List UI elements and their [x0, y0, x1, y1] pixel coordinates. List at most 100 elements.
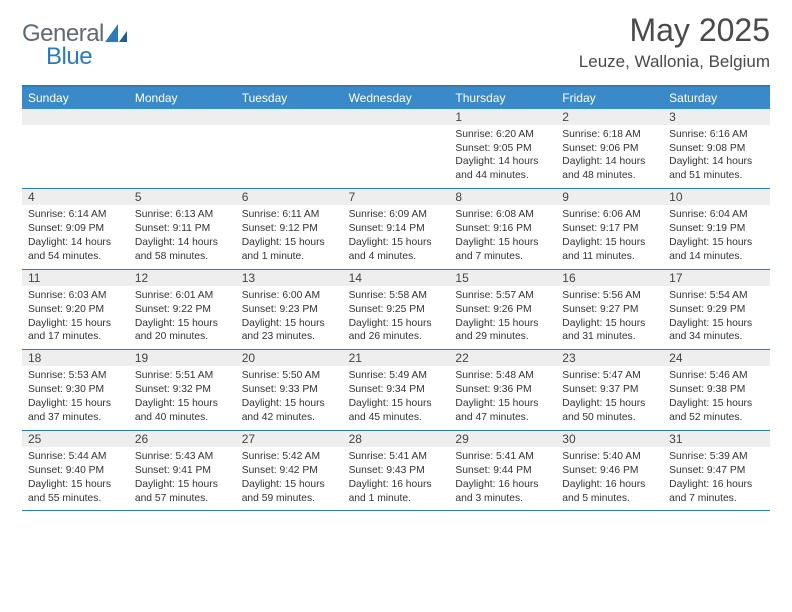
day-cell: Sunrise: 6:01 AMSunset: 9:22 PMDaylight:…: [129, 286, 236, 350]
sunrise-text: Sunrise: 5:51 AM: [135, 369, 230, 383]
week-daynum-row: 18192021222324: [22, 350, 770, 366]
day-number: [236, 109, 343, 125]
sunrise-text: Sunrise: 6:09 AM: [349, 208, 444, 222]
sunset-text: Sunset: 9:19 PM: [669, 222, 764, 236]
daylight-text: Daylight: 15 hours and 57 minutes.: [135, 478, 230, 506]
calendar-grid: Sunday Monday Tuesday Wednesday Thursday…: [22, 85, 770, 512]
day-number: 30: [556, 431, 663, 447]
daylight-text: Daylight: 15 hours and 1 minute.: [242, 236, 337, 264]
day-number: 21: [343, 350, 450, 366]
day-cell: Sunrise: 6:09 AMSunset: 9:14 PMDaylight:…: [343, 205, 450, 269]
daylight-text: Daylight: 15 hours and 11 minutes.: [562, 236, 657, 264]
daylight-text: Daylight: 15 hours and 59 minutes.: [242, 478, 337, 506]
day-cell: Sunrise: 6:11 AMSunset: 9:12 PMDaylight:…: [236, 205, 343, 269]
dow-tue: Tuesday: [236, 87, 343, 109]
day-cell: Sunrise: 5:44 AMSunset: 9:40 PMDaylight:…: [22, 447, 129, 511]
week-daynum-row: 45678910: [22, 189, 770, 205]
sunset-text: Sunset: 9:23 PM: [242, 303, 337, 317]
daylight-text: Daylight: 15 hours and 26 minutes.: [349, 317, 444, 345]
daylight-text: Daylight: 15 hours and 23 minutes.: [242, 317, 337, 345]
daylight-text: Daylight: 15 hours and 40 minutes.: [135, 397, 230, 425]
daylight-text: Daylight: 14 hours and 44 minutes.: [455, 155, 550, 183]
daylight-text: Daylight: 16 hours and 5 minutes.: [562, 478, 657, 506]
month-title: May 2025: [579, 14, 770, 48]
day-number: 10: [663, 189, 770, 205]
sunrise-text: Sunrise: 5:41 AM: [455, 450, 550, 464]
logo-text: General Blue: [22, 20, 127, 77]
day-cell: Sunrise: 5:43 AMSunset: 9:41 PMDaylight:…: [129, 447, 236, 511]
day-cell: Sunrise: 5:49 AMSunset: 9:34 PMDaylight:…: [343, 366, 450, 430]
sunrise-text: Sunrise: 5:40 AM: [562, 450, 657, 464]
sunrise-text: Sunrise: 5:43 AM: [135, 450, 230, 464]
sunset-text: Sunset: 9:40 PM: [28, 464, 123, 478]
day-number: 3: [663, 109, 770, 125]
day-number: 17: [663, 270, 770, 286]
daylight-text: Daylight: 15 hours and 45 minutes.: [349, 397, 444, 425]
day-cell: Sunrise: 5:41 AMSunset: 9:44 PMDaylight:…: [449, 447, 556, 511]
sunrise-text: Sunrise: 5:46 AM: [669, 369, 764, 383]
daylight-text: Daylight: 15 hours and 17 minutes.: [28, 317, 123, 345]
sunset-text: Sunset: 9:17 PM: [562, 222, 657, 236]
week-details-row: Sunrise: 6:14 AMSunset: 9:09 PMDaylight:…: [22, 205, 770, 270]
sail-icon: [105, 21, 127, 49]
sunset-text: Sunset: 9:47 PM: [669, 464, 764, 478]
daylight-text: Daylight: 15 hours and 7 minutes.: [455, 236, 550, 264]
sunset-text: Sunset: 9:44 PM: [455, 464, 550, 478]
day-cell: Sunrise: 5:56 AMSunset: 9:27 PMDaylight:…: [556, 286, 663, 350]
day-cell: [22, 125, 129, 189]
sunrise-text: Sunrise: 6:04 AM: [669, 208, 764, 222]
sunset-text: Sunset: 9:37 PM: [562, 383, 657, 397]
daylight-text: Daylight: 14 hours and 48 minutes.: [562, 155, 657, 183]
sunset-text: Sunset: 9:34 PM: [349, 383, 444, 397]
day-cell: Sunrise: 5:58 AMSunset: 9:25 PMDaylight:…: [343, 286, 450, 350]
day-number: 14: [343, 270, 450, 286]
day-cell: Sunrise: 6:00 AMSunset: 9:23 PMDaylight:…: [236, 286, 343, 350]
sunset-text: Sunset: 9:20 PM: [28, 303, 123, 317]
sunrise-text: Sunrise: 6:00 AM: [242, 289, 337, 303]
dow-sat: Saturday: [663, 87, 770, 109]
day-number: 12: [129, 270, 236, 286]
sunrise-text: Sunrise: 5:49 AM: [349, 369, 444, 383]
sunrise-text: Sunrise: 6:20 AM: [455, 128, 550, 142]
sunrise-text: Sunrise: 5:50 AM: [242, 369, 337, 383]
sunrise-text: Sunrise: 6:06 AM: [562, 208, 657, 222]
day-number: [343, 109, 450, 125]
day-cell: Sunrise: 5:54 AMSunset: 9:29 PMDaylight:…: [663, 286, 770, 350]
sunset-text: Sunset: 9:22 PM: [135, 303, 230, 317]
daylight-text: Daylight: 15 hours and 37 minutes.: [28, 397, 123, 425]
logo-word-2: Blue: [46, 43, 92, 70]
day-cell: Sunrise: 5:50 AMSunset: 9:33 PMDaylight:…: [236, 366, 343, 430]
day-number: 23: [556, 350, 663, 366]
day-number: 5: [129, 189, 236, 205]
sunset-text: Sunset: 9:05 PM: [455, 142, 550, 156]
sunrise-text: Sunrise: 5:56 AM: [562, 289, 657, 303]
daylight-text: Daylight: 14 hours and 51 minutes.: [669, 155, 764, 183]
day-number: 8: [449, 189, 556, 205]
sunset-text: Sunset: 9:09 PM: [28, 222, 123, 236]
daylight-text: Daylight: 15 hours and 31 minutes.: [562, 317, 657, 345]
sunrise-text: Sunrise: 5:47 AM: [562, 369, 657, 383]
week-daynum-row: 11121314151617: [22, 270, 770, 286]
location-label: Leuze, Wallonia, Belgium: [579, 52, 770, 72]
day-cell: Sunrise: 6:03 AMSunset: 9:20 PMDaylight:…: [22, 286, 129, 350]
day-cell: Sunrise: 6:16 AMSunset: 9:08 PMDaylight:…: [663, 125, 770, 189]
sunrise-text: Sunrise: 5:42 AM: [242, 450, 337, 464]
sunrise-text: Sunrise: 6:18 AM: [562, 128, 657, 142]
sunrise-text: Sunrise: 5:54 AM: [669, 289, 764, 303]
day-cell: Sunrise: 6:13 AMSunset: 9:11 PMDaylight:…: [129, 205, 236, 269]
sunrise-text: Sunrise: 5:53 AM: [28, 369, 123, 383]
day-number: 20: [236, 350, 343, 366]
dow-thu: Thursday: [449, 87, 556, 109]
day-number: 27: [236, 431, 343, 447]
day-number: 7: [343, 189, 450, 205]
daylight-text: Daylight: 15 hours and 34 minutes.: [669, 317, 764, 345]
sunrise-text: Sunrise: 5:57 AM: [455, 289, 550, 303]
sunset-text: Sunset: 9:16 PM: [455, 222, 550, 236]
sunset-text: Sunset: 9:41 PM: [135, 464, 230, 478]
day-number: 13: [236, 270, 343, 286]
day-cell: Sunrise: 6:14 AMSunset: 9:09 PMDaylight:…: [22, 205, 129, 269]
daylight-text: Daylight: 15 hours and 20 minutes.: [135, 317, 230, 345]
day-cell: Sunrise: 5:57 AMSunset: 9:26 PMDaylight:…: [449, 286, 556, 350]
sunset-text: Sunset: 9:25 PM: [349, 303, 444, 317]
sunset-text: Sunset: 9:27 PM: [562, 303, 657, 317]
